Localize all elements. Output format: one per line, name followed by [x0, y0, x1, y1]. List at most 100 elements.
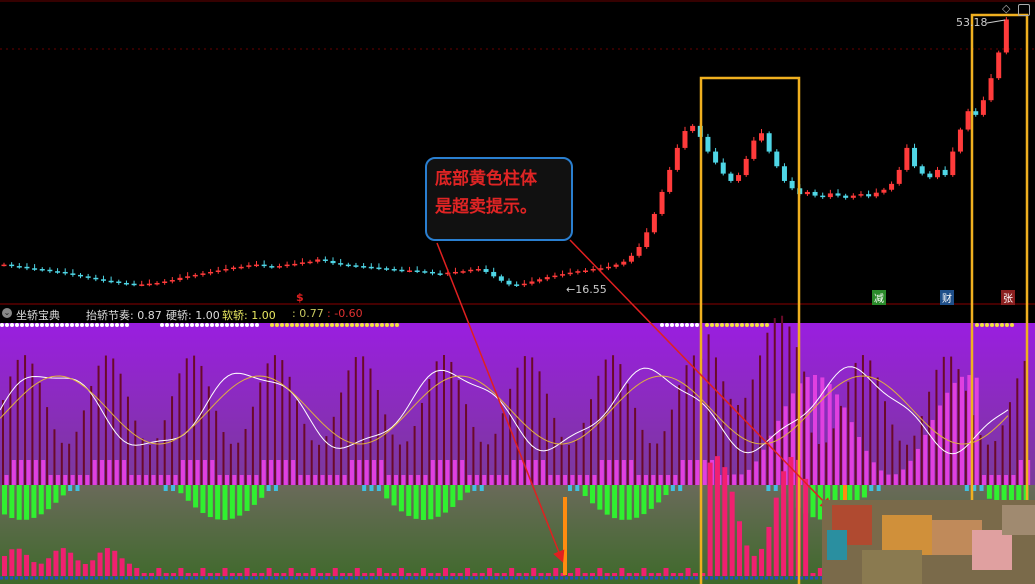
oscillator-bar [788, 326, 791, 485]
candle-body [720, 162, 726, 174]
candle-body [468, 269, 474, 272]
momentum-bar [386, 475, 391, 485]
pink-bar [369, 573, 375, 576]
oscillator-bar [891, 424, 894, 485]
pink-bar [178, 568, 184, 576]
low-price-label: ←16.55 [566, 283, 607, 296]
green-bar [450, 485, 456, 507]
top-dot [765, 323, 769, 327]
momentum-bar [614, 460, 619, 485]
momentum-bar [276, 460, 281, 485]
oscillator-bar [53, 429, 56, 485]
candle-body [896, 169, 902, 184]
pink-bar [251, 573, 257, 576]
top-dot [990, 323, 994, 327]
oscillator-bar [126, 396, 129, 485]
green-bar [641, 485, 647, 515]
oscillator-bar [185, 358, 188, 485]
oscillator-bar [443, 355, 445, 485]
oscillator-bar [450, 361, 453, 485]
oscillator-bar [531, 357, 534, 485]
candle-body [835, 193, 841, 196]
candle-body [858, 194, 864, 196]
pink-bar [340, 573, 346, 576]
momentum-bar [261, 460, 266, 485]
momentum-bar [423, 475, 428, 485]
oscillator-bar [942, 356, 945, 485]
candle-body [185, 276, 191, 278]
candle-body [529, 281, 535, 284]
top-dot [95, 323, 99, 327]
top-dot [110, 323, 114, 327]
cyan-bar [869, 485, 874, 491]
top-dot [370, 323, 374, 327]
momentum-bar [305, 475, 310, 485]
oscillator-bar [310, 440, 313, 485]
panel-toggle-icon[interactable] [1018, 4, 1030, 16]
top-dot [80, 323, 84, 327]
top-dot [180, 323, 184, 327]
momentum-bar [335, 475, 340, 485]
momentum-bar [144, 475, 149, 485]
pink-bar [714, 456, 720, 576]
candle-body [238, 266, 244, 269]
candle-body [108, 280, 114, 283]
green-bar [38, 485, 44, 515]
candle-body [93, 277, 99, 280]
candle-body [957, 129, 963, 152]
collapse-chevron-icon[interactable]: ⌄ [2, 308, 12, 318]
momentum-bar [26, 460, 31, 485]
green-bar [16, 485, 22, 520]
indicator-name[interactable]: 坐轿宝典 [16, 309, 60, 322]
pink-bar [531, 568, 537, 576]
candle-body [123, 282, 129, 285]
top-dot [730, 323, 734, 327]
pink-bar [398, 568, 404, 576]
top-dot [5, 323, 9, 327]
momentum-bar [41, 460, 46, 485]
marker-rise[interactable]: 张 [1001, 290, 1015, 305]
pink-bar [663, 568, 669, 576]
candle-body [399, 269, 405, 272]
green-bar [656, 485, 662, 503]
pink-bar [149, 573, 154, 576]
top-dot [670, 323, 674, 327]
diamond-icon[interactable]: ◇ [1002, 2, 1011, 15]
green-bar [259, 485, 265, 498]
oscillator-bar [266, 363, 269, 485]
green-bar [237, 485, 243, 516]
candle-body [169, 280, 175, 282]
momentum-bar [496, 475, 501, 485]
marker-finance[interactable]: 财 [940, 290, 954, 305]
marker-reduce[interactable]: 减 [872, 290, 886, 305]
top-dot [120, 323, 124, 327]
momentum-bar [180, 460, 185, 485]
top-dot [720, 323, 724, 327]
oscillator-white-line [0, 366, 1009, 455]
oscillator-bar [60, 442, 63, 485]
top-dot [175, 323, 179, 327]
oscillator-bar [435, 361, 438, 485]
candle-body [667, 169, 673, 192]
momentum-bar [739, 474, 744, 485]
oscillator-bar [134, 420, 137, 485]
candle-body [62, 271, 68, 274]
candle-body [628, 255, 634, 262]
oscillator-bar [68, 443, 71, 485]
candle-body [78, 274, 84, 277]
top-dot [55, 323, 59, 327]
oscillator-bar [472, 426, 475, 485]
candle-body [866, 194, 872, 197]
momentum-bar [592, 475, 597, 485]
top-dot [160, 323, 164, 327]
oscillator-bar [634, 407, 637, 485]
top-dot [385, 323, 389, 327]
top-dot [675, 323, 679, 327]
momentum-bar [666, 475, 670, 485]
candle-body [705, 136, 711, 152]
candle-body [384, 268, 390, 270]
pink-bar [53, 550, 59, 576]
candle-body [521, 283, 527, 286]
oscillator-bar [75, 431, 78, 485]
